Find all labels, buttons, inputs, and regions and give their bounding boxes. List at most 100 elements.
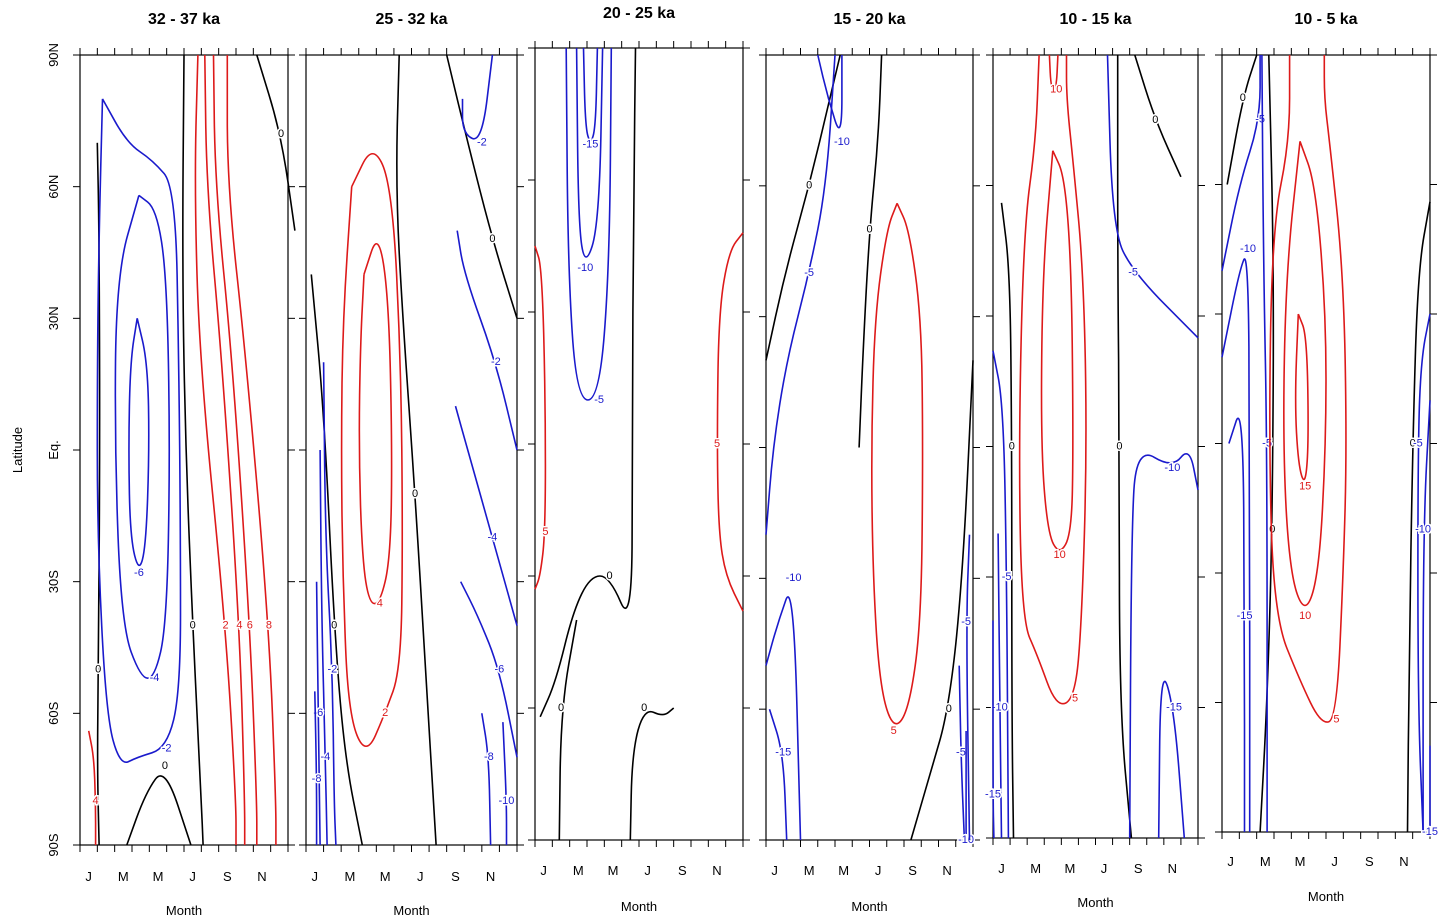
contour-line-negative (454, 405, 518, 626)
panel-title: 10 - 5 ka (1294, 11, 1357, 28)
contour-label: 0 (806, 180, 812, 192)
contour-label: 10 (1299, 610, 1311, 622)
contour-line-negative (1417, 313, 1431, 833)
contour-line-zero (182, 54, 204, 846)
x-axis-label: Month (166, 903, 202, 918)
contour-label: 5 (1072, 693, 1078, 705)
contour-label: -15 (1166, 701, 1182, 713)
contour-label: 0 (558, 702, 564, 714)
contour-label: 0 (278, 128, 284, 140)
lat-tick-label: 60N (46, 175, 61, 199)
contour-line-negative (502, 722, 508, 845)
month-tick-label: J (1227, 854, 1234, 869)
month-tick-label: J (1101, 861, 1108, 876)
contour-label: 0 (1269, 524, 1275, 536)
contour-line-negative (314, 691, 318, 845)
contour-line-zero (1000, 202, 1015, 839)
contour-label: 0 (1116, 440, 1122, 452)
month-tick-label: J (998, 861, 1005, 876)
month-tick-label: M (804, 863, 815, 878)
contour-line-positive (340, 152, 404, 748)
contour-line-negative (575, 47, 604, 258)
month-tick-label: M (380, 869, 391, 884)
contour-line-positive (1048, 54, 1059, 91)
contour-line-positive (1018, 54, 1087, 705)
contour-label: -4 (487, 532, 497, 544)
lat-tick-label: 30S (46, 570, 61, 593)
contour-line-negative (128, 318, 150, 567)
month-tick-label: J (875, 863, 882, 878)
x-axis-label: Month (1077, 895, 1113, 910)
contour-label: -10 (1240, 243, 1256, 255)
contour-label: -15 (985, 788, 1001, 800)
panel-title: 10 - 15 ka (1059, 11, 1131, 28)
x-axis-label: Month (393, 903, 429, 918)
panel: 20 - 25 ka J M M J S N Month 0 0 0 -5 -10 -15 5 5 (528, 5, 750, 914)
contour-label: 5 (542, 526, 548, 538)
contour-line-negative (114, 194, 171, 680)
contour-label: -5 (1255, 114, 1265, 126)
month-tick-label: J (85, 869, 92, 884)
month-tick-label: M (838, 863, 849, 878)
contour-label: -2 (162, 742, 172, 754)
contour-label: -5 (1128, 266, 1138, 278)
plot-frame (79, 54, 289, 846)
contour-line-negative (456, 230, 518, 451)
contour-label: 0 (190, 619, 196, 631)
contour-label: -6 (134, 567, 144, 579)
contour-line-negative (565, 47, 613, 401)
contour-line-zero (1406, 201, 1431, 833)
contour-line-positive (226, 55, 277, 845)
panel-title: 15 - 20 ka (833, 11, 905, 28)
contour-line-zero (1134, 54, 1182, 178)
contour-label: 8 (266, 619, 272, 631)
contour-label: 0 (331, 619, 337, 631)
contour-line-zero (96, 142, 101, 846)
plot-frame (1221, 54, 1431, 833)
contour-line-zero (558, 619, 578, 841)
month-tick-label: J (312, 869, 319, 884)
month-tick-label: S (451, 869, 460, 884)
contour-label: 5 (891, 725, 897, 737)
contour-label: 2 (382, 707, 388, 719)
contour-label: 0 (1152, 114, 1158, 126)
panel-title: 32 - 37 ka (148, 11, 220, 28)
lat-tick-label: 60S (46, 701, 61, 724)
contour-line-positive (871, 202, 924, 725)
panel: 25 - 32 kaJ M M J S NMonth000-2-4-6-8-2-2-4-6… (299, 11, 524, 918)
month-tick-label: N (1168, 861, 1177, 876)
month-tick-label: J (540, 863, 547, 878)
contour-line-negative (96, 98, 182, 764)
panel: 15 - 20 ka J M M J S N Month 0 0 0 -5 -10 -15 -10 -5 -10… (759, 11, 980, 914)
contour-line-zero (1226, 54, 1258, 185)
y-axis-label: Latitude (10, 427, 25, 473)
month-tick-label: N (942, 863, 951, 878)
contour-line-negative (459, 581, 518, 758)
contour-line-positive (358, 242, 393, 605)
contour-label: -10 (958, 834, 974, 846)
contour-line-negative (997, 533, 1003, 839)
contour-label: 0 (162, 760, 168, 772)
contour-label: 0 (866, 223, 872, 235)
contour-label: -5 (1002, 571, 1012, 583)
contour-line-negative (1157, 680, 1186, 839)
contour-label: 0 (1240, 92, 1246, 104)
contour-label: 0 (606, 570, 612, 582)
month-tick-label: S (678, 863, 687, 878)
contour-label: 15 (1299, 481, 1311, 493)
contour-line-zero (310, 274, 364, 846)
lat-tick-label: 30N (46, 306, 61, 330)
contour-label: 0 (95, 663, 101, 675)
month-tick-label: M (1295, 854, 1306, 869)
contour-label: -6 (495, 663, 505, 675)
contour-line-negative (992, 350, 1010, 839)
contour-label: -10 (1415, 524, 1431, 536)
contour-line-positive (1040, 150, 1074, 551)
contour-label: -8 (484, 751, 494, 763)
contour-line-positive (1269, 55, 1347, 723)
contour-label: -10 (498, 795, 514, 807)
panel-title: 25 - 32 ka (375, 11, 447, 28)
contour-line-zero (256, 54, 296, 231)
x-axis-label: Month (851, 899, 887, 914)
contour-line-zero (765, 54, 841, 361)
